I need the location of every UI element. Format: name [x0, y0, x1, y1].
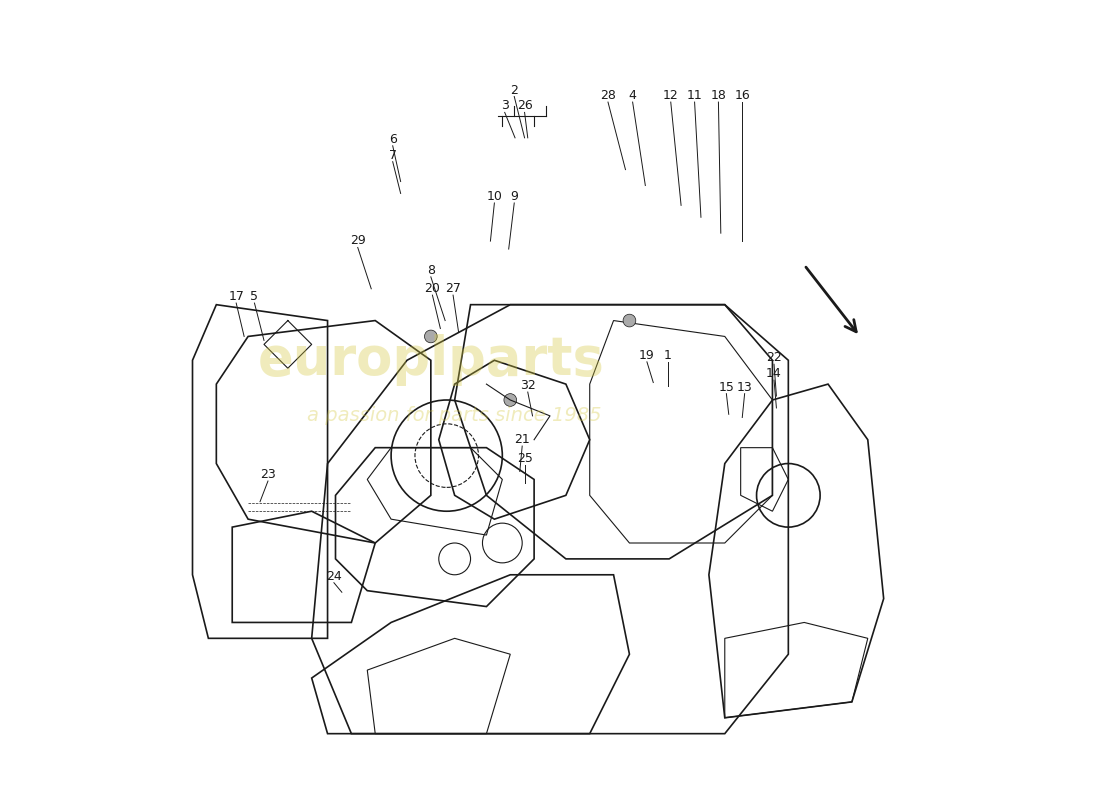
Text: 32: 32: [520, 379, 536, 392]
Text: 13: 13: [737, 381, 752, 394]
Text: 9: 9: [510, 190, 518, 203]
Text: 18: 18: [711, 89, 726, 102]
Text: 16: 16: [735, 89, 750, 102]
Text: 28: 28: [601, 89, 616, 102]
Text: 12: 12: [663, 89, 679, 102]
Text: 25: 25: [517, 452, 532, 465]
Text: 4: 4: [629, 89, 637, 102]
Text: 21: 21: [515, 433, 530, 446]
Text: 24: 24: [326, 570, 342, 582]
Text: 29: 29: [350, 234, 365, 247]
Text: 5: 5: [251, 290, 258, 303]
Text: 1: 1: [663, 349, 671, 362]
Text: 20: 20: [425, 282, 440, 295]
Text: 15: 15: [718, 381, 735, 394]
Text: 7: 7: [388, 149, 397, 162]
Circle shape: [425, 330, 437, 342]
Text: 3: 3: [500, 99, 508, 113]
Text: 23: 23: [260, 468, 276, 481]
Text: 19: 19: [639, 349, 654, 362]
Text: 26: 26: [517, 99, 532, 113]
Text: europlparts: europlparts: [257, 334, 604, 386]
Text: a passion for parts since 1985: a passion for parts since 1985: [307, 406, 602, 426]
Text: 2: 2: [510, 83, 518, 97]
Text: 8: 8: [427, 264, 434, 277]
Text: 17: 17: [229, 290, 244, 303]
Text: 10: 10: [486, 190, 503, 203]
Text: 11: 11: [686, 89, 703, 102]
Text: 14: 14: [767, 367, 782, 380]
Text: 27: 27: [446, 282, 461, 295]
Text: 6: 6: [388, 133, 397, 146]
Circle shape: [504, 394, 517, 406]
Text: 22: 22: [767, 351, 782, 364]
Circle shape: [623, 314, 636, 327]
